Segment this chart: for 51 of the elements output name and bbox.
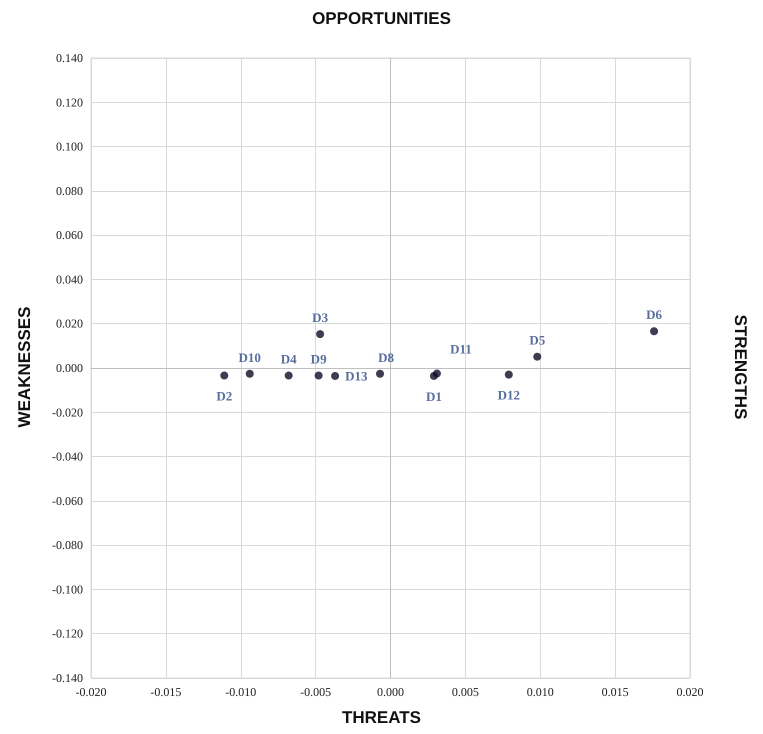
- point: [220, 372, 228, 380]
- x-tick-label: -0.010: [225, 685, 256, 699]
- y-tick-label: -0.060: [52, 494, 83, 508]
- y-tick-label: 0.080: [56, 184, 83, 198]
- series-label: D9: [310, 352, 328, 367]
- y-tick-label: 0.060: [56, 228, 83, 242]
- x-tick-label: 0.010: [526, 685, 554, 699]
- text: WEAKNESSES: [15, 306, 34, 428]
- point: [432, 370, 441, 378]
- x-tick-label: 0.015: [602, 685, 629, 699]
- x-tick-label: -0.005: [300, 685, 332, 699]
- y-tick-label: 0.040: [56, 272, 83, 286]
- y-tick-label: -0.120: [52, 626, 83, 641]
- x-tick-label: 0.020: [676, 685, 704, 699]
- series-label: D13: [345, 368, 368, 384]
- series-label: D8: [378, 350, 394, 365]
- point: [246, 370, 254, 378]
- y-tick-label: -0.100: [52, 582, 83, 596]
- point: [331, 372, 340, 380]
- text: OPPORTUNITIES: [312, 9, 451, 28]
- point: [533, 352, 542, 361]
- y-tick-label: 0.100: [56, 140, 83, 154]
- series-label: D6: [646, 307, 663, 322]
- x-tick-label: -0.015: [150, 685, 182, 699]
- series-label: D4: [280, 352, 298, 367]
- series-label: D5: [529, 332, 546, 348]
- point: [284, 372, 293, 380]
- series-label: D10: [238, 350, 261, 365]
- y-tick-label: -0.040: [52, 450, 83, 464]
- series-label: D3: [312, 310, 329, 326]
- y-tick-label: 0.140: [56, 51, 83, 65]
- y-tick-label: -0.080: [52, 538, 83, 552]
- y-tick-label: 0.120: [56, 95, 83, 110]
- point: [504, 370, 513, 379]
- series-label: D2: [216, 388, 232, 404]
- point: [650, 327, 658, 336]
- point: [314, 372, 323, 380]
- series-label: D1: [426, 388, 442, 404]
- y-tick-label: 0.020: [56, 316, 83, 331]
- y-tick-label: -0.140: [52, 671, 83, 685]
- x-tick-label: 0.005: [452, 685, 479, 699]
- series-label: D11: [450, 342, 472, 357]
- point: [376, 370, 384, 378]
- point: [316, 330, 324, 338]
- x-tick-label: -0.020: [76, 685, 106, 699]
- y-tick-label: 0.000: [56, 361, 83, 375]
- x-tick-label: 0.000: [377, 685, 404, 699]
- y-tick-label: -0.020: [52, 405, 83, 420]
- text: STRENGTHS: [731, 314, 750, 420]
- series-label: D12: [498, 388, 520, 403]
- text: THREATS: [342, 708, 422, 727]
